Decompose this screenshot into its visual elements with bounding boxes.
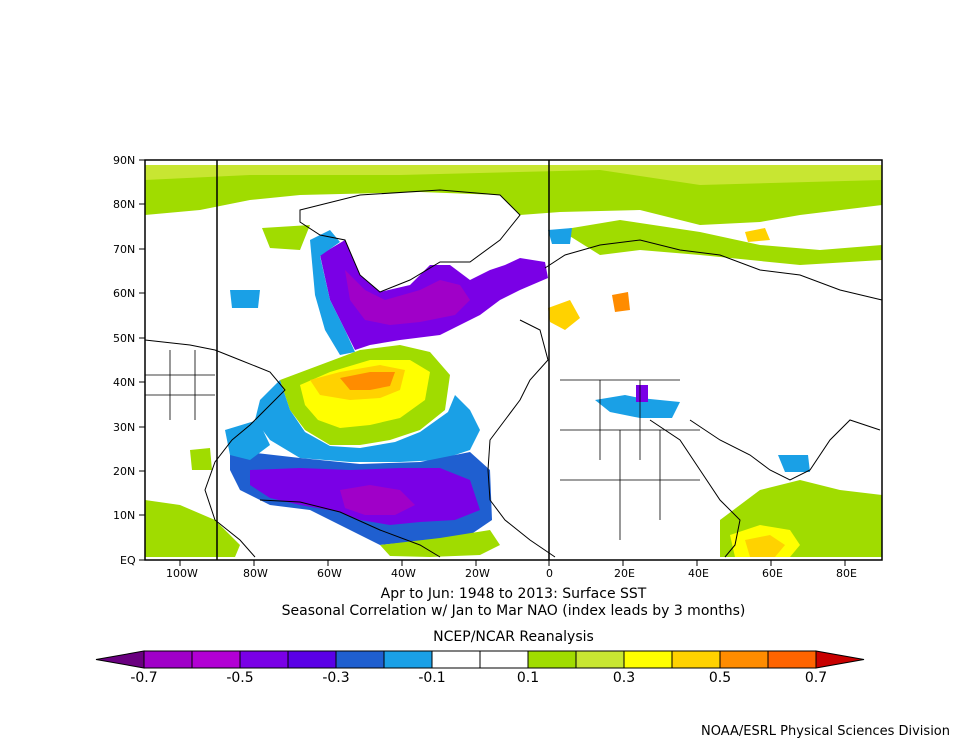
lat-label-10n: 10N bbox=[113, 509, 136, 522]
lon-label-60e: 60E bbox=[762, 567, 783, 580]
colorbar-label-neg07: -0.7 bbox=[130, 670, 158, 686]
colorbar-swatch bbox=[335, 650, 385, 669]
colorbar-high-end bbox=[815, 650, 865, 669]
colorbar-swatch bbox=[527, 650, 577, 669]
aegean-strong-negative bbox=[636, 385, 648, 402]
map-frame bbox=[144, 159, 883, 561]
north-sea-positive bbox=[548, 300, 580, 330]
lon-label-100w: 100W bbox=[166, 567, 198, 580]
norwegian-sea-blue bbox=[548, 228, 572, 244]
colorbar-swatch bbox=[191, 650, 241, 669]
lon-label-60w: 60W bbox=[317, 567, 342, 580]
lon-label-80e: 80E bbox=[836, 567, 857, 580]
axis-ticks bbox=[139, 159, 846, 566]
lat-label-70n: 70N bbox=[113, 243, 136, 256]
lat-label-eq: EQ bbox=[120, 554, 136, 567]
equatorial-atlantic-positive bbox=[380, 530, 500, 557]
lat-label-60n: 60N bbox=[113, 287, 136, 300]
lon-label-20e: 20E bbox=[614, 567, 635, 580]
arabian-sea-negative bbox=[778, 455, 810, 472]
arctic-yellow-band bbox=[145, 165, 882, 185]
africa-europe-coast bbox=[487, 239, 883, 558]
map-subtitle: Seasonal Correlation w/ Jan to Mar NAO (… bbox=[281, 603, 746, 619]
tropical-deepest-negative bbox=[340, 485, 415, 515]
east-arctic-positive bbox=[560, 220, 882, 265]
colorbar-swatch bbox=[239, 650, 289, 669]
lat-label-50n: 50N bbox=[113, 332, 136, 345]
colorbar-label-03: 0.3 bbox=[612, 670, 636, 686]
lon-label-0: 0 bbox=[546, 567, 553, 580]
colorbar-swatch bbox=[767, 650, 817, 669]
gulf-green bbox=[190, 448, 212, 470]
lon-label-80w: 80W bbox=[243, 567, 268, 580]
lat-label-80n: 80N bbox=[113, 198, 136, 211]
east-arctic-yellow bbox=[745, 228, 770, 242]
colorbar-swatch bbox=[431, 650, 481, 669]
political-borders bbox=[145, 350, 700, 540]
lon-label-40w: 40W bbox=[391, 567, 416, 580]
indian-ocean-orange bbox=[745, 535, 785, 557]
lon-label-40e: 40E bbox=[688, 567, 709, 580]
colorbar-swatch bbox=[575, 650, 625, 669]
lat-label-90n: 90N bbox=[113, 154, 136, 167]
colorbar-label-neg01: -0.1 bbox=[418, 670, 446, 686]
lon-label-20w: 20W bbox=[465, 567, 490, 580]
lat-label-40n: 40N bbox=[113, 376, 136, 389]
colorbar bbox=[95, 650, 865, 669]
lat-label-30n: 30N bbox=[113, 421, 136, 434]
hudson-bay-negative bbox=[230, 290, 260, 308]
caribbean-blue bbox=[225, 420, 270, 460]
colorbar-swatch bbox=[719, 650, 769, 669]
greenland-coast bbox=[299, 189, 521, 293]
colorbar-swatch bbox=[671, 650, 721, 669]
south-america-coast bbox=[259, 499, 441, 558]
data-source: NCEP/NCAR Reanalysis bbox=[433, 629, 594, 645]
correlation-field bbox=[145, 165, 882, 557]
north-america-coast bbox=[144, 339, 286, 558]
baltic-positive bbox=[612, 292, 630, 312]
map-title: Apr to Jun: 1948 to 2013: Surface SST bbox=[380, 586, 647, 602]
colorbar-label-07: 0.7 bbox=[804, 670, 828, 686]
colorbar-label-01: 0.1 bbox=[516, 670, 540, 686]
colorbar-swatch bbox=[383, 650, 433, 669]
lat-label-20n: 20N bbox=[113, 465, 136, 478]
labrador-green bbox=[262, 225, 310, 250]
subtropical-max bbox=[340, 372, 395, 390]
colorbar-label-05: 0.5 bbox=[708, 670, 732, 686]
credit-line: NOAA/ESRL Physical Sciences Division bbox=[701, 724, 950, 739]
coastlines bbox=[144, 189, 883, 558]
north-atlantic-strong-negative bbox=[345, 270, 470, 325]
colorbar-low-end bbox=[95, 650, 145, 669]
colorbar-swatch bbox=[623, 650, 673, 669]
north-atlantic-blue-edge bbox=[310, 230, 355, 355]
colorbar-swatch bbox=[287, 650, 337, 669]
mediterranean-negative bbox=[595, 395, 680, 418]
colorbar-label-neg03: -0.3 bbox=[322, 670, 350, 686]
colorbar-label-neg05: -0.5 bbox=[226, 670, 254, 686]
colorbar-swatch bbox=[479, 650, 529, 669]
subtropical-blue-rim bbox=[255, 380, 480, 462]
colorbar-swatch bbox=[143, 650, 193, 669]
arabia-india-coast bbox=[689, 419, 881, 481]
